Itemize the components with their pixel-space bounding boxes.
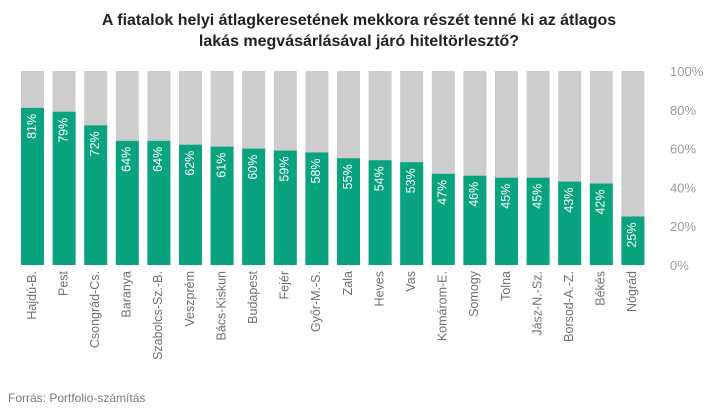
value-bar	[21, 107, 44, 265]
value-bar	[526, 177, 550, 265]
y-tick-label: 60%	[670, 142, 696, 157]
category-label: Zala	[341, 271, 355, 295]
category-label: Somogy	[467, 270, 481, 317]
category-label: Bács-Kiskun	[214, 271, 228, 341]
category-label: Veszprém	[183, 271, 197, 327]
category-label: Békés	[594, 271, 608, 306]
value-bar	[337, 158, 360, 265]
bar-value-label: 62%	[183, 151, 197, 176]
bar-value-label: 59%	[278, 157, 292, 182]
category-label: Budapest	[246, 270, 260, 323]
bar-value-label: 64%	[151, 147, 165, 172]
value-bar	[84, 125, 108, 265]
value-bar	[210, 146, 234, 265]
bar-value-label: 47%	[436, 180, 450, 205]
category-label: Tolna	[499, 271, 513, 301]
source-note: Forrás: Portfolio-számítás	[8, 391, 146, 405]
value-bar	[147, 140, 171, 265]
category-label: Hajdú-B.	[25, 271, 39, 320]
category-label: Baranya	[120, 271, 134, 318]
value-bar	[589, 183, 613, 265]
value-bar	[463, 175, 487, 265]
bar-value-label: 60%	[246, 155, 260, 180]
value-bar	[305, 152, 329, 265]
value-bar	[273, 150, 297, 265]
category-label: Vas	[404, 271, 418, 292]
value-bar	[400, 162, 424, 265]
bar-value-label: 54%	[372, 166, 386, 191]
value-bar	[621, 216, 645, 265]
bar-value-label: 45%	[530, 184, 544, 209]
bar-value-label: 81%	[25, 114, 39, 139]
bar-value-label: 58%	[309, 158, 323, 183]
bar-value-label: 43%	[562, 188, 576, 213]
y-tick-label: 20%	[670, 219, 696, 234]
value-bar	[431, 173, 455, 265]
bar-value-label: 79%	[56, 118, 70, 143]
category-label: Csongrád-Cs.	[88, 271, 102, 348]
category-label: Heves	[372, 271, 386, 306]
category-label: Nógrád	[625, 271, 639, 312]
value-bar	[368, 160, 392, 265]
value-bar	[558, 181, 582, 265]
category-label: Győr-M.-S.	[309, 271, 323, 332]
y-tick-label: 0%	[670, 258, 689, 273]
bar-value-label: 46%	[467, 182, 481, 207]
y-tick-label: 80%	[670, 103, 696, 118]
bar-value-label: 61%	[214, 153, 228, 178]
value-bar	[115, 140, 139, 265]
chart-title: A fiatalok helyi átlagkeresetének mekkor…	[0, 10, 718, 52]
bar-value-label: 45%	[499, 184, 513, 209]
chart-title-line-1: A fiatalok helyi átlagkeresetének mekkor…	[101, 12, 617, 29]
y-tick-label: 100%	[670, 64, 704, 79]
category-label: Komárom-E.	[436, 271, 450, 341]
bar-value-label: 53%	[404, 168, 418, 193]
bar-value-label: 25%	[625, 223, 639, 248]
bar-value-label: 42%	[594, 190, 608, 215]
value-bar	[242, 148, 266, 265]
category-label: Pest	[56, 270, 70, 296]
category-label: Borsod-A.-Z.	[562, 271, 576, 342]
bar-value-label: 64%	[120, 147, 134, 172]
chart-title-line-2: lakás megvásárlásával járó hiteltörleszt…	[198, 33, 520, 50]
bar-value-label: 72%	[88, 131, 102, 156]
value-bar	[52, 111, 76, 266]
bar-value-label: 55%	[341, 164, 355, 189]
value-bar	[179, 144, 202, 265]
category-label: Szabolcs-Sz.-B.	[151, 271, 165, 360]
value-bar	[495, 177, 518, 265]
y-tick-label: 40%	[670, 180, 696, 195]
category-label: Fejér	[278, 271, 292, 299]
category-label: Jász-N.-Sz.	[530, 271, 544, 336]
